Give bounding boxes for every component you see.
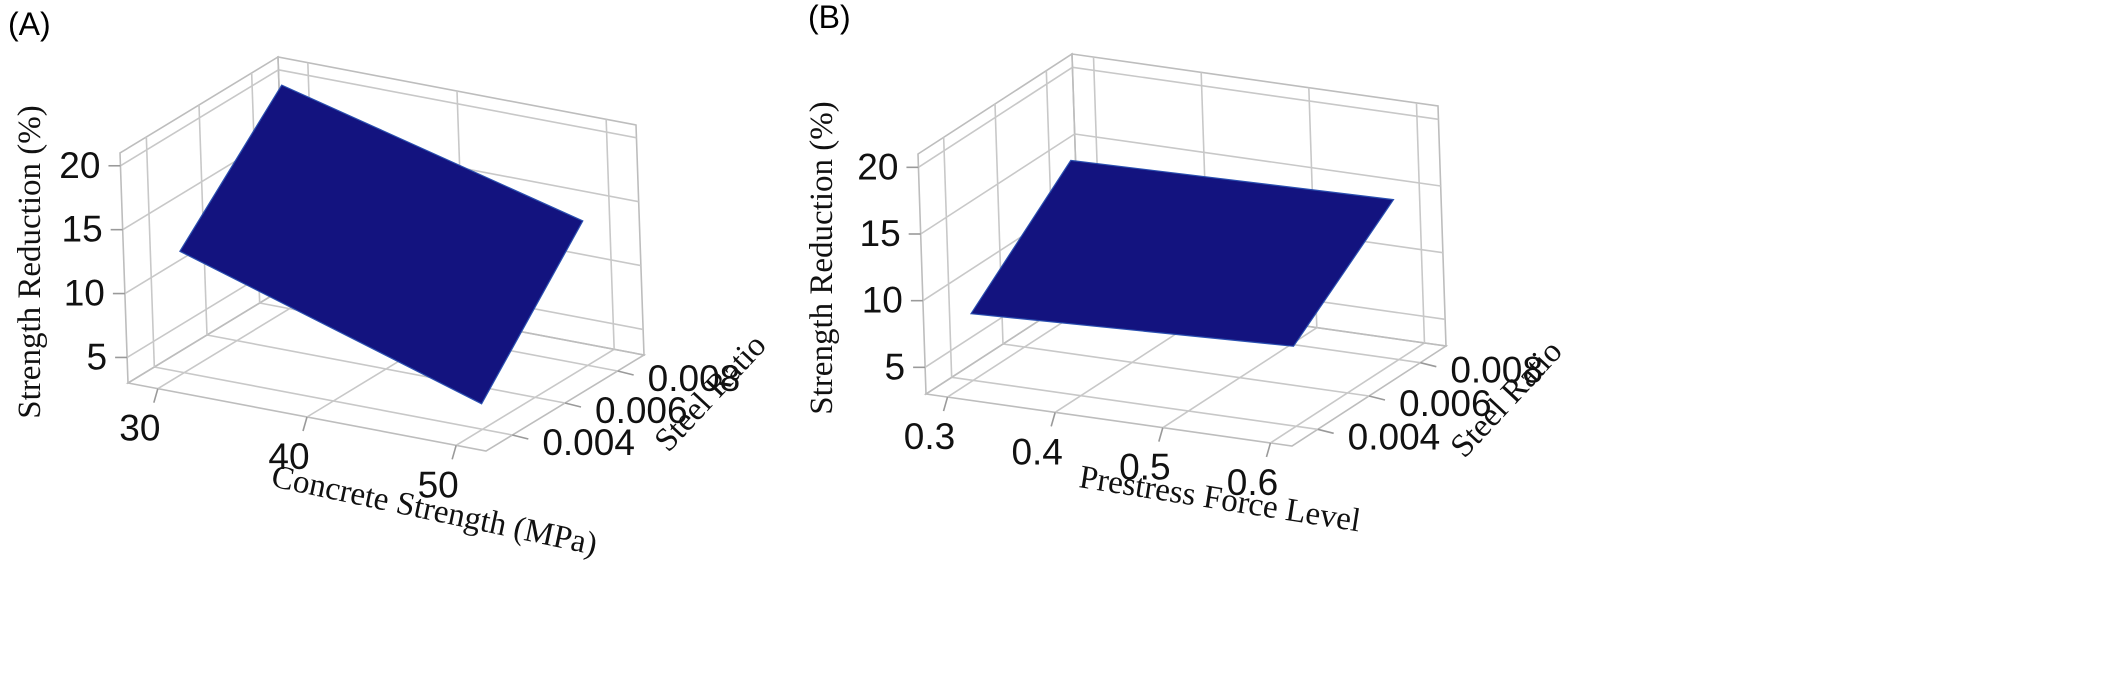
y-tick-mark [1368, 395, 1386, 401]
surface [179, 84, 584, 405]
back-grid-x [605, 119, 615, 350]
z-tick-label: 15 [860, 213, 901, 254]
y-tick-label: 0.006 [595, 390, 688, 431]
y-tick-label: 0.006 [1399, 383, 1492, 424]
x-tick-label: 30 [119, 408, 160, 449]
side-grid-z [918, 66, 1073, 169]
x-tick-mark [942, 396, 949, 412]
back-grid-x [1415, 102, 1426, 343]
x-tick-label: 0.5 [1119, 447, 1170, 488]
back-grid-z [278, 68, 637, 139]
side-grid-y [942, 137, 953, 378]
x-axis-title: Prestress Force Level [1077, 459, 1363, 539]
panel-label: (A) [8, 6, 51, 42]
y-tick-label: 0.004 [1348, 416, 1441, 457]
panel-label: (B) [808, 0, 851, 35]
z-axis-title: Strength Reduction (%) [12, 105, 48, 418]
y-tick-mark [1420, 361, 1437, 368]
z-tick-label: 20 [857, 146, 898, 187]
x-tick-mark [153, 388, 159, 403]
x-tick-mark [302, 416, 308, 432]
y-tick-mark [617, 370, 634, 376]
floor-grid-y [154, 366, 513, 436]
x-tick-mark [1050, 412, 1056, 427]
x-tick-label: 50 [418, 464, 459, 505]
z-tick-label: 5 [885, 346, 906, 387]
back-grid-z [1074, 133, 1441, 187]
x-tick-mark [1158, 427, 1164, 442]
z-tick-label: 10 [64, 273, 105, 314]
side-grid-y [145, 136, 156, 368]
x-tick-label: 40 [268, 436, 309, 477]
x-tick-label: 0.3 [904, 416, 955, 457]
back-grid-z [1072, 66, 1439, 121]
x-tick-label: 0.4 [1011, 431, 1062, 472]
floor-grid-y [1002, 343, 1370, 397]
z-tick-label: 20 [59, 145, 100, 186]
y-tick-mark [512, 434, 529, 440]
z-axis-title: Strength Reduction (%) [804, 101, 840, 414]
x-tick-mark [1265, 442, 1272, 458]
y-tick-mark [1317, 428, 1334, 435]
z-tick-label: 10 [862, 280, 903, 321]
z-tick-label: 5 [87, 336, 108, 377]
side-grid-z [920, 133, 1076, 235]
x-tick-mark [451, 445, 457, 460]
side-grid-z [120, 69, 279, 167]
y-tick-label: 0.004 [542, 422, 635, 463]
x-tick-label: 0.6 [1227, 462, 1278, 503]
floor-grid-y [951, 376, 1318, 431]
surface [969, 159, 1395, 347]
y-tick-label: 0.008 [648, 358, 741, 399]
y-tick-label: 0.008 [1450, 350, 1543, 391]
floor-grid-y [206, 334, 566, 404]
y-tick-mark [564, 402, 582, 408]
z-tick-label: 15 [62, 209, 103, 250]
